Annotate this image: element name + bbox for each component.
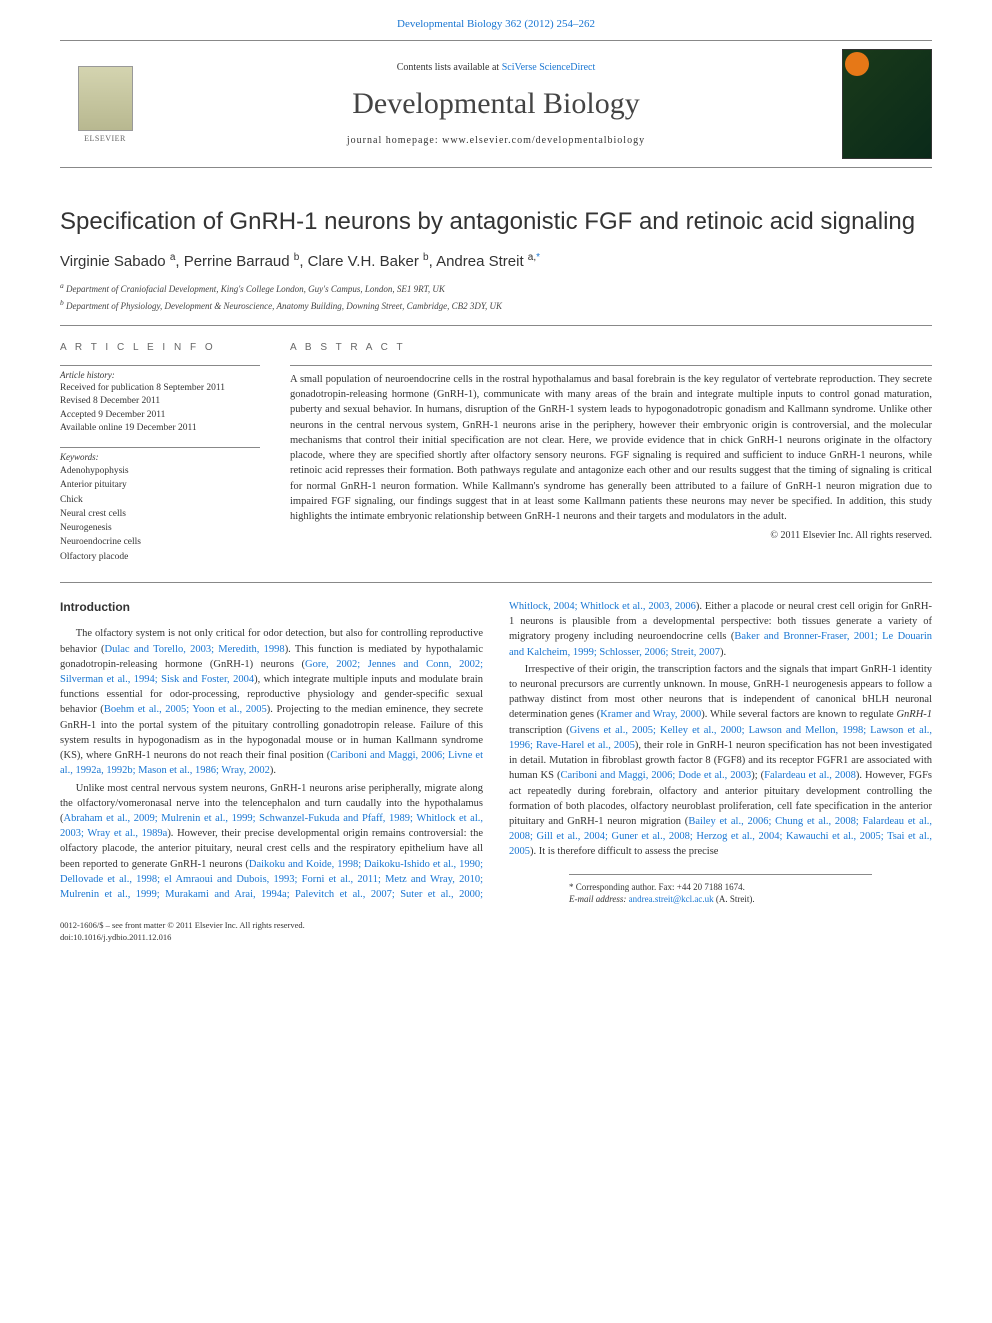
- citation-link[interactable]: Developmental Biology 362 (2012) 254–262: [0, 0, 992, 40]
- doi: doi:10.1016/j.ydbio.2011.12.016: [60, 932, 932, 944]
- body-text: Introduction The olfactory system is not…: [60, 599, 932, 906]
- front-matter: 0012-1606/$ – see front matter © 2011 El…: [60, 920, 932, 932]
- history-body: Received for publication 8 September 201…: [60, 382, 260, 435]
- corresponding-footer: * Corresponding author. Fax: +44 20 7188…: [569, 874, 872, 906]
- article-title: Specification of GnRH-1 neurons by antag…: [60, 208, 932, 236]
- citation-link[interactable]: Falardeau et al., 2008: [764, 770, 856, 781]
- abstract-heading: A B S T R A C T: [290, 342, 932, 353]
- affiliations: a Department of Craniofacial Development…: [60, 280, 932, 313]
- sciencedirect-link[interactable]: SciVerse ScienceDirect: [502, 62, 596, 73]
- homepage-prefix: journal homepage:: [347, 135, 442, 146]
- article-info: A R T I C L E I N F O Article history: R…: [60, 342, 260, 564]
- journal-cover-icon: [842, 49, 932, 159]
- citation-link[interactable]: Dulac and Torello, 2003; Meredith, 1998: [105, 644, 285, 655]
- keywords-list: AdenohypophysisAnterior pituitaryChickNe…: [60, 464, 260, 564]
- homepage-url[interactable]: www.elsevier.com/developmentalbiology: [442, 135, 645, 146]
- citation-link[interactable]: Boehm et al., 2005; Yoon et al., 2005: [104, 704, 267, 715]
- contents-line: Contents lists available at SciVerse Sci…: [150, 62, 842, 73]
- abstract-body: A small population of neuroendocrine cel…: [290, 365, 932, 524]
- intro-p1: The olfactory system is not only critica…: [60, 626, 483, 778]
- abstract: A B S T R A C T A small population of ne…: [290, 342, 932, 564]
- keywords-label: Keywords:: [60, 447, 260, 462]
- footer-matter: 0012-1606/$ – see front matter © 2011 El…: [60, 920, 932, 944]
- elsevier-tree-icon: [78, 66, 133, 131]
- abstract-copyright: © 2011 Elsevier Inc. All rights reserved…: [290, 530, 932, 541]
- history-label: Article history:: [60, 365, 260, 380]
- authors-line: Virginie Sabado a, Perrine Barraud b, Cl…: [60, 252, 932, 270]
- intro-p3: Irrespective of their origin, the transc…: [509, 662, 932, 860]
- info-heading: A R T I C L E I N F O: [60, 342, 260, 353]
- elsevier-logo: ELSEVIER: [60, 54, 150, 154]
- homepage-line: journal homepage: www.elsevier.com/devel…: [150, 135, 842, 146]
- divider: [60, 582, 932, 583]
- info-abstract-block: A R T I C L E I N F O Article history: R…: [60, 325, 932, 564]
- contents-prefix: Contents lists available at: [397, 62, 502, 73]
- email-link[interactable]: andrea.streit@kcl.ac.uk: [629, 894, 714, 904]
- cover-badge-icon: [845, 52, 869, 76]
- corresponding-fax: * Corresponding author. Fax: +44 20 7188…: [569, 881, 872, 894]
- intro-heading: Introduction: [60, 599, 483, 616]
- header-center: Contents lists available at SciVerse Sci…: [150, 62, 842, 146]
- citation-link[interactable]: Kramer and Wray, 2000: [600, 709, 701, 720]
- corresponding-email-line: E-mail address: andrea.streit@kcl.ac.uk …: [569, 893, 872, 906]
- journal-header: ELSEVIER Contents lists available at Sci…: [60, 41, 932, 168]
- journal-name: Developmental Biology: [150, 87, 842, 121]
- elsevier-label: ELSEVIER: [84, 134, 126, 143]
- citation-link[interactable]: Cariboni and Maggi, 2006; Dode et al., 2…: [560, 770, 751, 781]
